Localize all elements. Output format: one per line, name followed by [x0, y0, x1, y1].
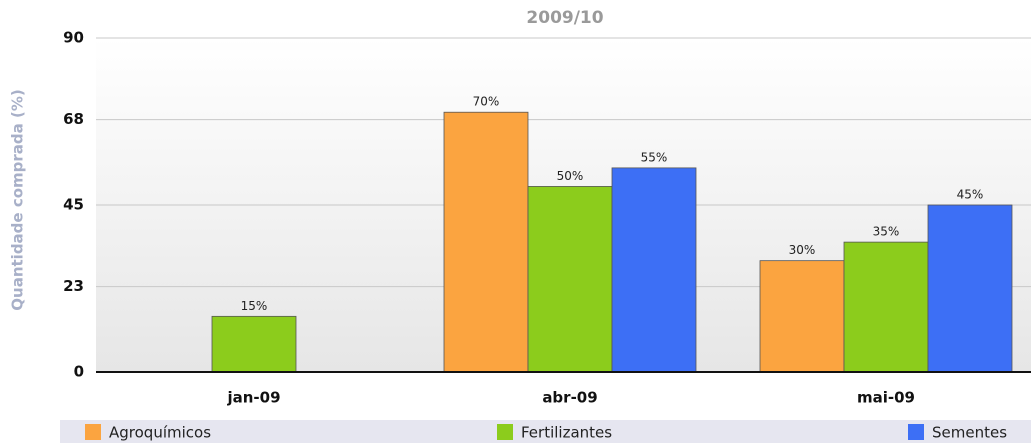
bar — [927, 204, 1013, 373]
value-label: 50% — [557, 169, 584, 183]
bar — [527, 186, 613, 373]
x-tick-label: jan-09 — [226, 389, 280, 407]
y-tick-label: 90 — [63, 29, 84, 47]
legend-label: Fertilizantes — [521, 424, 612, 442]
y-tick-label: 45 — [63, 196, 84, 214]
bar — [843, 241, 929, 373]
x-tick-label: mai-09 — [857, 389, 915, 407]
legend-label: Sementes — [932, 424, 1007, 442]
y-tick-label: 68 — [63, 110, 84, 128]
bar — [611, 167, 697, 373]
y-tick-label: 0 — [74, 363, 84, 381]
x-tick-label: abr-09 — [542, 389, 597, 407]
value-label: 70% — [473, 95, 500, 109]
legend-swatch — [908, 424, 924, 440]
y-axis-title: Quantidade comprada (%) — [9, 89, 27, 310]
bar — [443, 111, 529, 373]
legend-swatch — [85, 424, 101, 440]
value-label: 35% — [873, 225, 900, 239]
legend-background — [60, 420, 1031, 443]
bar — [759, 260, 845, 373]
legend-label: Agroquímicos — [109, 424, 211, 442]
legend-swatch — [497, 424, 513, 440]
bar — [211, 315, 297, 373]
value-label: 30% — [789, 243, 816, 257]
value-label: 45% — [957, 188, 984, 202]
chart-title: 2009/10 — [526, 8, 603, 28]
value-label: 55% — [641, 150, 668, 164]
value-label: 15% — [241, 299, 268, 313]
y-tick-label: 23 — [63, 277, 84, 295]
